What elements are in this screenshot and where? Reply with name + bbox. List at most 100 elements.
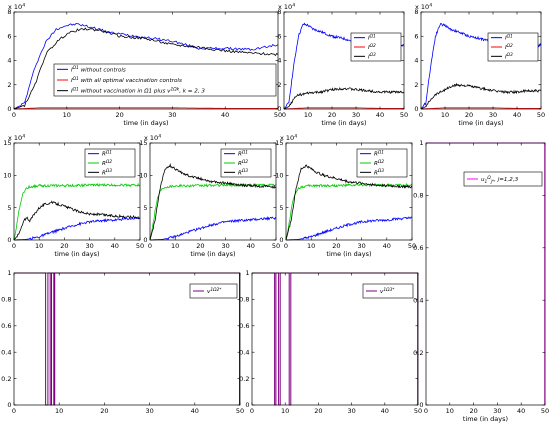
x-tick-label: 10 <box>35 242 43 250</box>
y-tick-label: 15 <box>3 139 11 147</box>
x-tick-label: 50 <box>236 407 244 415</box>
series-line-3 <box>285 164 413 241</box>
x-tick-label: 50 <box>541 407 549 415</box>
x-tick-label: 30 <box>145 407 153 415</box>
x-tick-label: 20 <box>115 111 123 119</box>
series-line-3 <box>13 27 279 110</box>
legend-entry: IΩ1 with all optimal vaccination control… <box>71 76 182 84</box>
y-multiplier: x 104 <box>8 3 25 12</box>
x-tick-label: 0 <box>12 242 16 250</box>
x-tick-label: 30 <box>221 242 229 250</box>
x-tick-label: 20 <box>469 407 477 415</box>
legend-box <box>362 283 414 299</box>
axis-frame <box>13 142 141 241</box>
x-tick-label: 10 <box>281 407 289 415</box>
y-tick-label: 4 <box>7 57 11 65</box>
y-tick-label: 6 <box>414 32 418 40</box>
y-multiplier: x 104 <box>8 134 25 143</box>
x-axis-label: time (in days) <box>190 250 235 258</box>
series-line-3 <box>13 200 141 241</box>
legend: u1Ωj*, j=1,2,3 <box>463 171 543 187</box>
y-tick-label: 2 <box>7 81 11 89</box>
x-axis-label: time (in days) <box>123 119 168 127</box>
y-tick-label: 0.2 <box>1 375 11 383</box>
legend-entry: u1Ωj*, j=1,2,3 <box>481 175 519 185</box>
legend: v1Ω3* <box>362 283 414 299</box>
x-tick-label: 40 <box>221 111 229 119</box>
x-tick-label: 20 <box>328 111 336 119</box>
x-tick-label: 20 <box>100 407 108 415</box>
legend-entry: RΩ2 <box>102 159 112 167</box>
y-tick-label: 0 <box>414 105 418 113</box>
legend-entry: v1Ω2* <box>207 287 222 295</box>
x-tick-label: 30 <box>352 111 360 119</box>
y-tick-label: 0 <box>7 105 11 113</box>
y-tick-label: 1 <box>419 139 423 147</box>
legend-entry: RΩ2 <box>238 159 248 167</box>
y-tick-label: 10 <box>275 172 283 180</box>
legend-box <box>53 63 277 97</box>
x-tick-label: 10 <box>307 242 315 250</box>
x-tick-label: 0 <box>424 407 428 415</box>
x-tick-label: 10 <box>304 111 312 119</box>
series-line-2 <box>284 107 404 110</box>
series-line-2 <box>149 182 276 241</box>
y-tick-label: 0 <box>277 105 281 113</box>
x-tick-label: 40 <box>111 242 119 250</box>
x-tick-label: 20 <box>196 242 204 250</box>
x-tick-label: 10 <box>441 111 449 119</box>
series-line-2 <box>13 107 278 110</box>
y-tick-label: 0 <box>7 236 11 244</box>
x-tick-label: 40 <box>383 242 391 250</box>
y-multiplier: x 104 <box>278 3 295 12</box>
x-tick-label: 30 <box>347 407 355 415</box>
series-line-3 <box>283 87 405 110</box>
y-tick-label: 5 <box>279 204 283 212</box>
x-tick-label: 10 <box>171 242 179 250</box>
y-tick-label: 0.6 <box>1 322 11 330</box>
y-tick-label: 1 <box>245 269 249 277</box>
legend-box <box>463 171 543 187</box>
x-tick-label: 20 <box>60 242 68 250</box>
y-tick-label: 1 <box>7 269 11 277</box>
series-line-1 <box>286 216 413 241</box>
legend-entry: RΩ2 <box>374 159 384 167</box>
legend-entry: RΩ3 <box>238 168 248 176</box>
y-tick-label: 8 <box>7 8 11 16</box>
x-tick-label: 50 <box>400 111 408 119</box>
y-tick-label: 0 <box>245 401 249 409</box>
series-line-2 <box>421 107 541 110</box>
axis-frame <box>425 142 546 406</box>
legend-entry: RΩ1 <box>238 149 248 157</box>
x-tick-label: 40 <box>191 407 199 415</box>
legend: IΩ1 without controls IΩ1 with all optimal… <box>53 63 277 97</box>
x-tick-label: 50 <box>414 407 422 415</box>
axis-frame <box>285 142 413 241</box>
series-line-1 <box>150 215 277 241</box>
y-tick-label: 0.4 <box>1 348 11 356</box>
legend-entry: RΩ3 <box>102 168 112 176</box>
series-line-2 <box>13 182 141 241</box>
x-tick-label: 0 <box>12 111 16 119</box>
y-tick-label: 0.4 <box>239 348 249 356</box>
y-tick-label: 15 <box>275 139 283 147</box>
x-tick-label: 50 <box>136 242 144 250</box>
y-tick-label: 6 <box>7 32 11 40</box>
y-tick-label: 2 <box>277 81 281 89</box>
x-tick-label: 50 <box>537 111 545 119</box>
x-tick-label: 30 <box>493 407 501 415</box>
x-tick-label: 50 <box>272 242 280 250</box>
legend-entry: IΩ1 without vaccination in Ω1 plus v1Ωk,… <box>71 86 205 94</box>
x-axis-label: time (in days) <box>463 415 508 423</box>
y-tick-label: 10 <box>3 172 11 180</box>
y-tick-label: 0.8 <box>239 296 249 304</box>
